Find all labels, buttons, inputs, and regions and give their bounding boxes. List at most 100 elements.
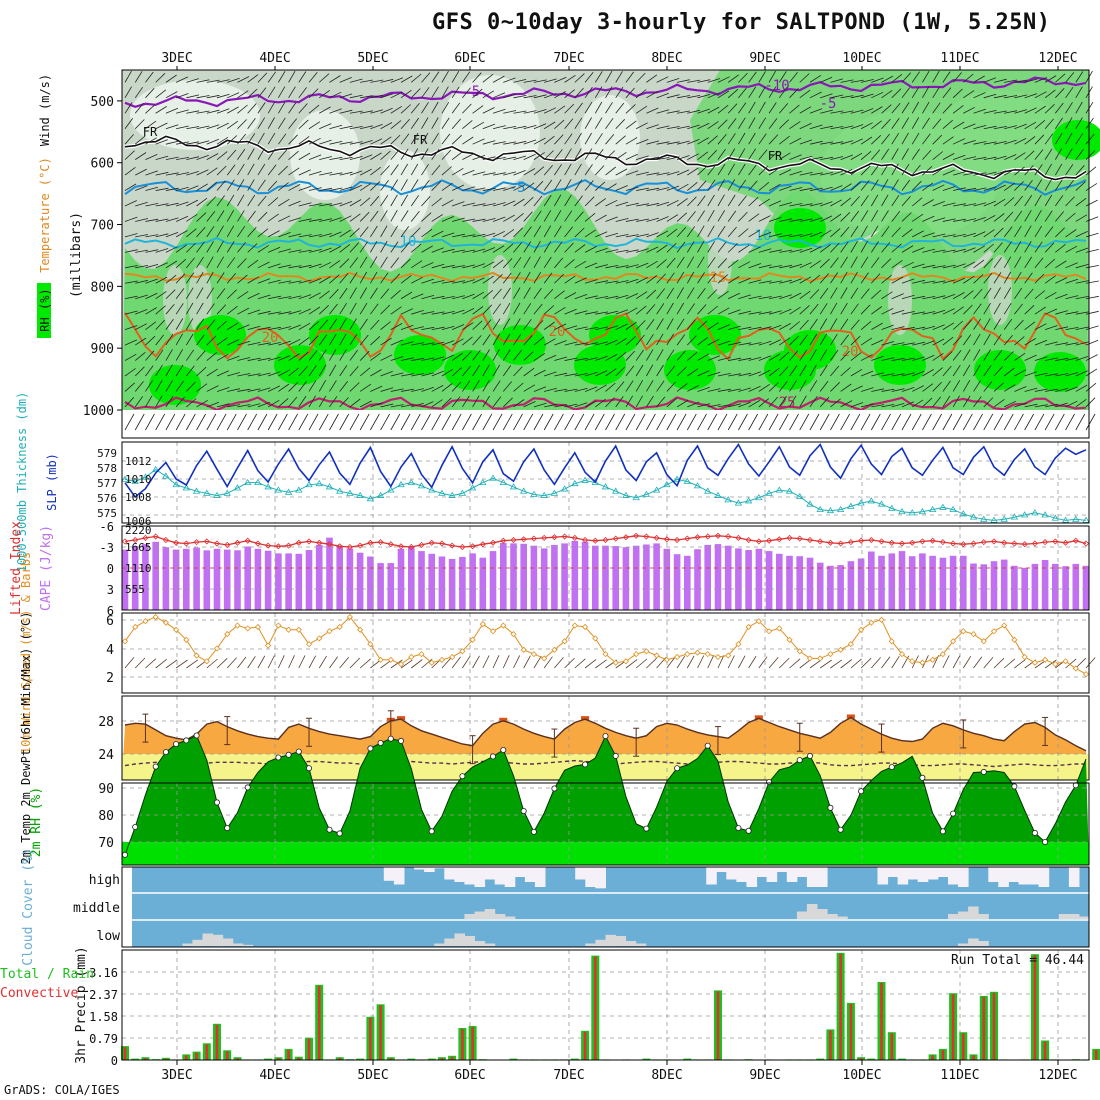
wind-barb [748,385,761,392]
wind-barb [778,71,787,83]
wind-barb [145,380,153,392]
wind-barb [359,211,370,222]
rh-label: RH (%) [38,288,52,331]
wind-barb [911,86,920,99]
cloud-high-cell [424,867,435,872]
wind-barb [543,164,553,176]
wind-barb [268,311,281,315]
wind-barb [411,388,424,392]
wind-barb [390,257,400,269]
wind-speed-point [489,628,497,635]
wind-barb [993,657,1005,669]
wind-barb [155,262,168,269]
wind-barb [697,165,708,176]
wind-barb [175,244,187,253]
wind-barb [267,71,277,83]
wind-barb [727,413,738,431]
wind-barb [452,295,465,300]
wind-barb [912,247,925,253]
wind-barb [247,103,257,114]
wind-barb [819,258,830,269]
precip-convective-bar [317,985,321,1060]
y-tick-label: 576 [97,492,117,505]
wind-barb [860,657,872,669]
wind-barb [1065,212,1076,222]
wind-barb [727,133,736,145]
cape-bar [1082,565,1090,610]
wind-barb [554,164,562,176]
wind-barb [932,233,946,238]
wind-barb [277,655,285,669]
wind-barb [605,325,619,331]
cape-bar [704,544,711,610]
wind-speed-point [428,659,435,666]
wind-barb [891,388,905,392]
wind-barb [758,311,772,315]
wind-barb [687,167,699,176]
thickness-point [612,487,620,494]
wind-barb [196,169,209,176]
wind-barb [1075,326,1089,331]
wind-barb [155,276,168,284]
wind-barb [1075,341,1089,346]
wind-barb [390,413,401,431]
wind-barb [308,365,317,377]
wind-barb [809,333,818,346]
wind-barb [697,195,706,207]
wind-barb [533,303,543,315]
thickness-point [284,488,293,495]
wind-barb [983,413,994,431]
wind-barb [134,366,145,377]
wind-barb [410,102,420,114]
wind-barb [707,92,720,99]
wind-barb [656,109,670,114]
wind-barb [1044,104,1055,114]
wind-barb [1075,117,1083,129]
thickness-point [1051,514,1060,521]
wind-barb [635,291,648,300]
wind-barb [533,369,546,377]
wind-barb [860,225,868,238]
wind-barb [206,138,219,145]
thickness-point [755,493,763,501]
wind-barb [544,93,557,99]
wind-barb [881,404,895,408]
lifted-index-point [142,534,149,541]
wind-barb [288,324,301,331]
wind-barb [717,148,726,160]
wind-speed-point [295,626,302,633]
wind-barb [707,289,718,300]
wind-barb [871,657,881,669]
wind-barb [370,352,382,361]
cloud-low-cell [605,934,617,947]
wind-barb [359,658,371,669]
wind-barb [237,225,246,238]
wind-barb [779,185,792,191]
wind-barb [134,102,144,114]
wind-barb [462,87,471,99]
rh2m-point [950,810,957,817]
cloud-low-cell [484,943,496,946]
wind-barb [390,179,399,191]
wind-barb [983,302,991,315]
wind-barb [912,311,926,315]
wind-barb [421,163,429,176]
rh2m-point [428,828,435,835]
wind-barb [840,256,848,269]
rh-dry-gap [188,265,212,335]
precip-convective-bar [931,1055,934,1060]
wind-barb [390,241,399,253]
wind-barb [717,413,728,431]
wind-speed-point [919,659,926,666]
wind-speed-point [714,653,722,661]
wind-label: Wind (m/s) [38,74,52,146]
wind-barb [799,364,807,377]
wind-barb [482,156,496,161]
wind-barb [605,117,614,129]
wind-barb [891,88,902,99]
wind-barb [206,319,216,330]
wind-speed-point [622,658,630,665]
wind-barb [380,337,392,346]
wind-barb [502,655,510,669]
wind-barb [666,94,680,99]
